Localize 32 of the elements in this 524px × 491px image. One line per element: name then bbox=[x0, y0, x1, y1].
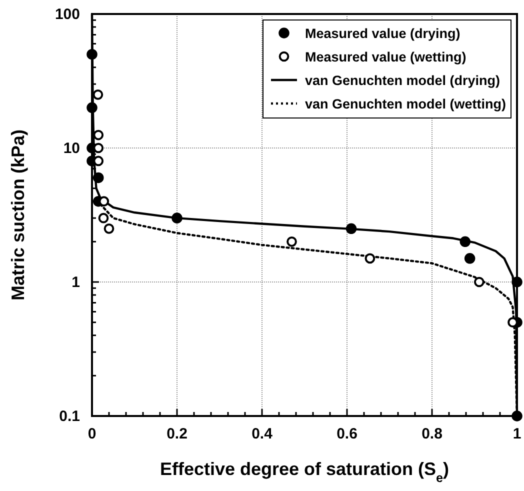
point bbox=[460, 236, 471, 248]
point bbox=[98, 212, 109, 224]
x-tick-label: 0.8 bbox=[422, 426, 442, 443]
point bbox=[86, 102, 98, 114]
point bbox=[104, 224, 114, 234]
point bbox=[474, 276, 484, 288]
point bbox=[286, 236, 297, 247]
legend-label: van Genuchten model (wetting) bbox=[305, 96, 506, 112]
point bbox=[512, 410, 522, 422]
point bbox=[172, 212, 182, 224]
point bbox=[512, 276, 522, 288]
legend-label: Measured value (drying) bbox=[305, 26, 460, 41]
x-tick-label: 0.2 bbox=[166, 426, 188, 443]
y-tick-label: 0.1 bbox=[59, 408, 80, 425]
x-tick-label: 0 bbox=[88, 426, 96, 443]
x-tick-label: 1 bbox=[512, 426, 522, 443]
y-tick-label: 100 bbox=[54, 6, 80, 23]
point bbox=[93, 130, 104, 140]
x-tick-label: 0.4 bbox=[252, 426, 274, 443]
point bbox=[464, 253, 476, 264]
legend-label: Measured value (wetting) bbox=[305, 50, 466, 64]
legend-label: van Genuchten model (drying) bbox=[305, 73, 500, 88]
point bbox=[92, 90, 104, 100]
y-tick-label: 1 bbox=[72, 274, 80, 291]
point bbox=[364, 253, 376, 264]
point bbox=[346, 223, 357, 234]
point bbox=[86, 48, 98, 60]
point bbox=[92, 172, 104, 184]
x-axis-title: Effective degree of saturation (S$_{e}$) bbox=[160, 459, 450, 485]
y-axis-title: Matric suction (kPa) bbox=[8, 129, 28, 301]
x-tick-label: 0.6 bbox=[336, 426, 358, 443]
y-tick-label: 10 bbox=[63, 140, 80, 157]
